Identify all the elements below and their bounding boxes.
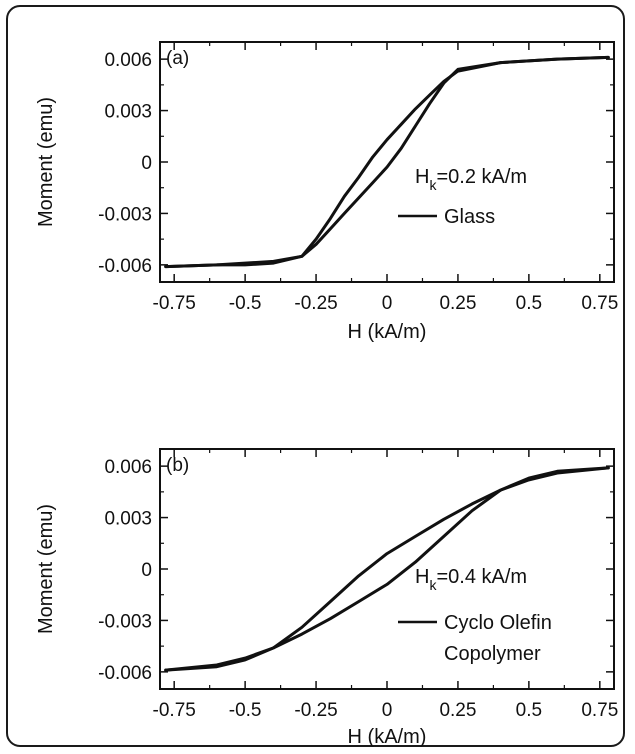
panel-b-hk-subscript: k — [429, 577, 437, 593]
panel-a-hk-annotation: Hk=0.2 kA/m — [415, 166, 527, 193]
panel-b-x-tick-label: -0.5 — [229, 700, 262, 721]
figure-frame — [6, 5, 625, 747]
panel-a-panel-label: (a) — [166, 48, 189, 69]
panel-a-x-tick-label: -0.5 — [229, 293, 262, 314]
panel-a-x-tick-label: -0.25 — [294, 293, 337, 314]
panel-b-y-tick-label: 0.006 — [104, 457, 152, 478]
panel-b-hk-value: =0.4 kA/m — [436, 566, 527, 588]
panel-b-x-tick-label: -0.75 — [153, 700, 196, 721]
panel-a-legend-label: Glass — [444, 206, 495, 228]
panel-b-legend-label: Cyclo Olefin — [444, 612, 552, 634]
panel-a-hysteresis-descending-branch — [164, 55, 610, 269]
panel-a-y-tick-label: 0.006 — [104, 50, 152, 71]
panel-b-x-tick-label: 0.5 — [516, 700, 542, 721]
panel-b-legend-label: Copolymer — [444, 643, 541, 665]
panel-a-x-axis-label: H (kA/m) — [348, 321, 427, 343]
panel-a-y-axis-label: Moment (emu) — [35, 97, 57, 227]
panel-a-x-tick-label: 0.5 — [516, 293, 542, 314]
panel-b-plot-frame — [159, 448, 615, 690]
panel-a-y-tick-label: 0 — [141, 153, 152, 174]
panel-b-hk-base: H — [415, 566, 429, 588]
panel-a-hk-base: H — [415, 166, 429, 188]
panel-a-x-tick-label: -0.75 — [153, 293, 196, 314]
panel-a-hk-value: =0.2 kA/m — [436, 166, 527, 188]
panel-b-y-tick-label: -0.006 — [98, 663, 152, 684]
panel-b-y-tick-label: 0 — [141, 560, 152, 581]
panel-b-x-axis-label: H (kA/m) — [348, 726, 427, 748]
panel-b-x-tick-label: 0 — [382, 700, 393, 721]
panel-b-y-tick-label: 0.003 — [104, 509, 152, 530]
panel-b-x-tick-label: 0.25 — [439, 700, 476, 721]
panel-b-hysteresis-descending-branch — [164, 466, 610, 672]
panel-a-x-tick-label: 0 — [382, 293, 393, 314]
panel-a-y-tick-label: 0.003 — [104, 102, 152, 123]
panel-b-y-axis-label: Moment (emu) — [35, 504, 57, 634]
panel-a-plot-frame — [159, 41, 615, 283]
panel-b-hysteresis-ascending-branch — [164, 466, 610, 672]
panel-a-hysteresis-ascending-branch — [164, 55, 610, 269]
panel-b-x-tick-label: 0.75 — [581, 700, 618, 721]
panel-b-x-tick-label: -0.25 — [294, 700, 337, 721]
panel-a-x-tick-label: 0.75 — [581, 293, 618, 314]
panel-b-y-tick-label: -0.003 — [98, 611, 152, 632]
panel-a-y-tick-label: -0.003 — [98, 204, 152, 225]
panel-a-hk-subscript: k — [429, 177, 437, 193]
panel-b-panel-label: (b) — [166, 455, 189, 476]
panel-a-y-tick-label: -0.006 — [98, 256, 152, 277]
panel-b-hk-annotation: Hk=0.4 kA/m — [415, 566, 527, 593]
panel-a-x-tick-label: 0.25 — [439, 293, 476, 314]
